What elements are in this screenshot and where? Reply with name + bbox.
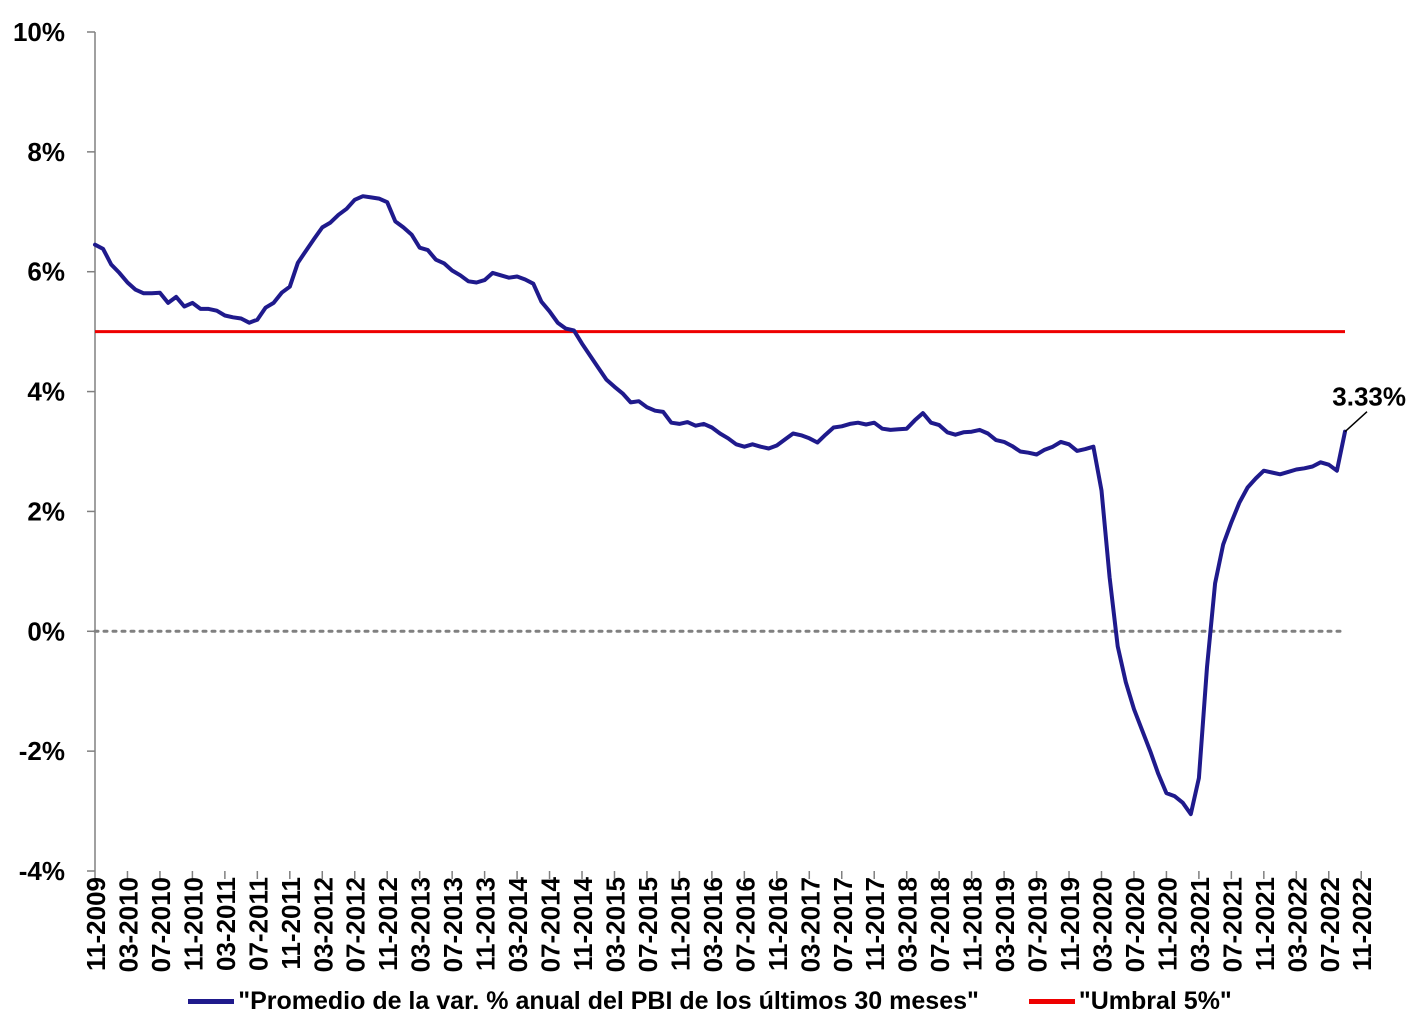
- annotation-label: 3.33%: [1332, 382, 1406, 412]
- x-tick-label: 07-2022: [1315, 877, 1345, 972]
- y-tick-label: 4%: [27, 377, 65, 407]
- x-tick-label: 07-2021: [1217, 877, 1247, 972]
- y-tick-label: 6%: [27, 257, 65, 287]
- legend-item-threshold: "Umbral 5%": [1028, 986, 1232, 1016]
- legend: "Promedio de la var. % anual del PBI de …: [0, 976, 1420, 1026]
- x-tick-label: 11-2012: [373, 877, 403, 971]
- legend-label-threshold: "Umbral 5%": [1078, 986, 1232, 1015]
- x-tick-label: 07-2019: [1023, 877, 1053, 972]
- y-tick-label: 8%: [27, 137, 65, 167]
- x-tick-label: 11-2018: [958, 877, 988, 971]
- x-tick-label: 11-2013: [471, 877, 501, 971]
- x-tick-label: 11-2010: [178, 877, 208, 971]
- x-tick-label: 07-2010: [146, 877, 176, 972]
- legend-label-gdp: "Promedio de la var. % anual del PBI de …: [238, 986, 979, 1015]
- y-tick-label: 10%: [13, 17, 65, 47]
- gdp-series-line: [93, 194, 1347, 817]
- y-tick-label: 0%: [27, 616, 65, 646]
- x-tick-label: 03-2016: [698, 877, 728, 972]
- legend-item-gdp: "Promedio de la var. % anual del PBI de …: [188, 987, 979, 1016]
- x-tick-label: 11-2016: [763, 877, 793, 971]
- y-tick-label: 2%: [27, 496, 65, 526]
- x-tick-label: 03-2010: [113, 877, 143, 972]
- x-tick-label: 03-2012: [308, 877, 338, 972]
- x-tick-label: 11-2022: [1347, 877, 1377, 971]
- x-tick-label: 07-2018: [925, 877, 955, 972]
- x-tick-label: 07-2017: [828, 877, 858, 972]
- plot-area: 10% 8% 6% 4% 2% 0% -2% -4% 11-2009 03-2010 07-2010…: [13, 17, 1406, 972]
- x-tick-label: 07-2012: [341, 877, 371, 972]
- x-tick-label: 03-2011: [211, 877, 241, 971]
- x-tick-label: 07-2014: [536, 876, 566, 972]
- x-tick-label: 03-2021: [1185, 877, 1215, 972]
- x-tick-label: 03-2022: [1282, 877, 1312, 972]
- y-tick-label: -4%: [19, 856, 65, 886]
- x-tick-label: 11-2019: [1055, 877, 1085, 971]
- line-chart: 10% 8% 6% 4% 2% 0% -2% -4% 11-2009 03-2010 07-2010…: [13, 17, 1406, 972]
- x-tick-label: 07-2016: [730, 877, 760, 972]
- x-tick-label: 03-2015: [600, 877, 630, 972]
- x-tick-label: 07-2013: [438, 877, 468, 972]
- x-tick-label: 03-2019: [990, 877, 1020, 972]
- legend-swatch-gdp: [188, 998, 235, 1004]
- x-tick-label: 03-2014: [503, 876, 533, 972]
- x-tick-label: 11-2014: [568, 876, 598, 971]
- x-tick-label: 03-2017: [795, 877, 825, 972]
- x-tick-label: 11-2020: [1152, 877, 1182, 971]
- x-tick-label: 03-2020: [1087, 877, 1117, 972]
- x-tick-label: 11-2015: [665, 877, 695, 971]
- annotation-leader: [1344, 411, 1368, 433]
- x-tick-label: 07-2020: [1120, 877, 1150, 972]
- x-tick-label: 07-2011: [243, 877, 273, 971]
- x-tick-label: 07-2015: [633, 877, 663, 972]
- x-tick-label: 03-2018: [893, 877, 923, 972]
- legend-swatch-threshold: [1028, 998, 1075, 1004]
- x-tick-label: 11-2009: [81, 877, 111, 971]
- x-tick-label: 11-2021: [1250, 877, 1280, 971]
- x-tick-label: 03-2013: [406, 877, 436, 972]
- x-tick-label: 11-2017: [860, 877, 890, 971]
- y-tick-label: -2%: [19, 736, 65, 766]
- x-tick-label: 11-2011: [276, 877, 306, 970]
